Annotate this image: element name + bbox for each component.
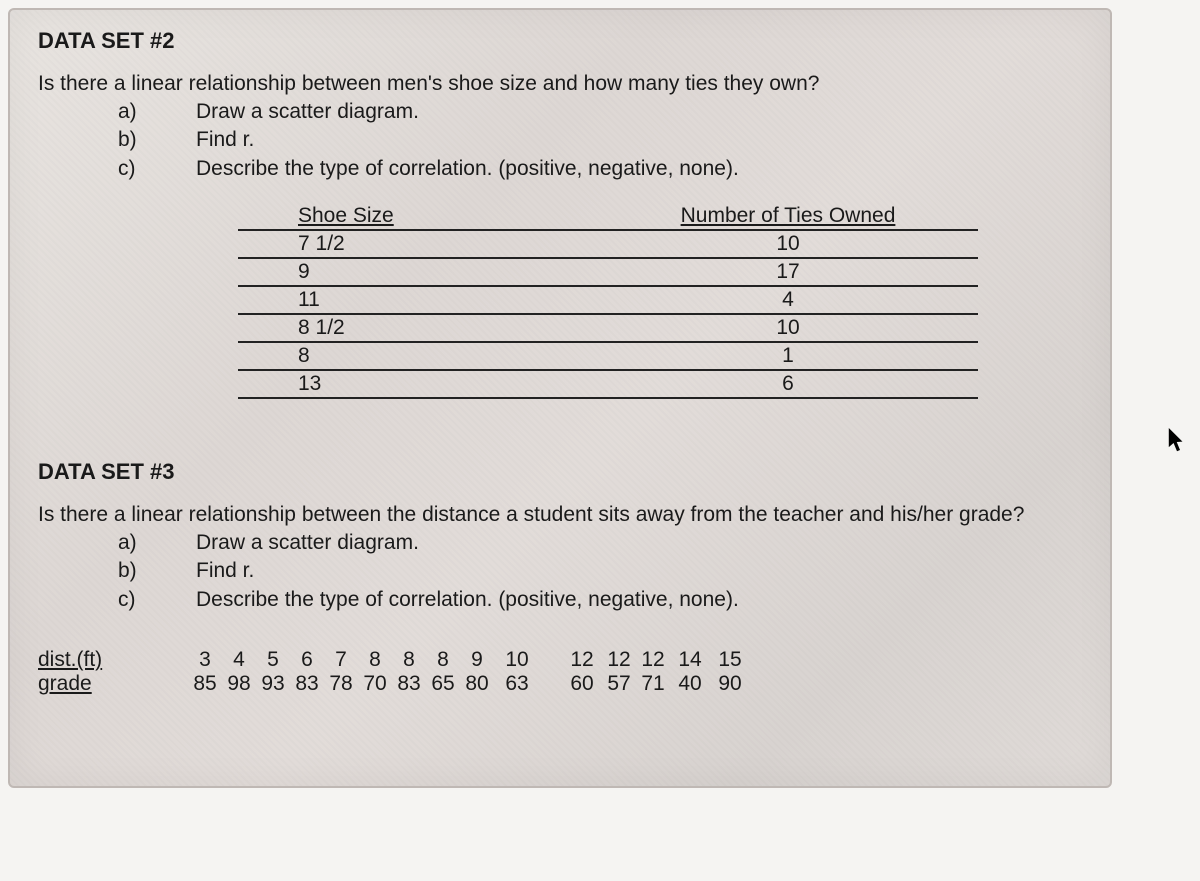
cell-shoe-size: 8 1/2 <box>238 315 598 341</box>
dataset2-subitems: a) Draw a scatter diagram. b) Find r. c)… <box>118 98 1096 183</box>
cell-ties-owned: 10 <box>598 315 978 341</box>
cell-shoe-size: 7 1/2 <box>238 231 598 257</box>
mouse-cursor-icon <box>1168 428 1186 454</box>
grade-value: 78 <box>324 672 358 696</box>
table-row: 8 1/210 <box>238 315 978 343</box>
dist-value: 9 <box>460 648 494 672</box>
table-row: 7 1/210 <box>238 231 978 259</box>
cell-shoe-size: 9 <box>238 259 598 285</box>
item-letter: b) <box>118 557 196 585</box>
cell-shoe-size: 8 <box>238 343 598 369</box>
grade-values: 859893837870836580636057714090 <box>188 672 750 696</box>
dist-value: 10 <box>494 648 540 672</box>
worksheet-page: DATA SET #2 Is there a linear relationsh… <box>8 8 1112 788</box>
table-header-row: Shoe Size Number of Ties Owned <box>238 203 978 231</box>
cell-shoe-size: 11 <box>238 287 598 313</box>
item-letter: a) <box>118 98 196 126</box>
dist-value: 4 <box>222 648 256 672</box>
item-text: Describe the type of correlation. (posit… <box>196 586 739 614</box>
item-letter: c) <box>118 155 196 183</box>
dataset3-item-c: c) Describe the type of correlation. (po… <box>118 586 1096 614</box>
table-row: 114 <box>238 287 978 315</box>
dataset2-item-c: c) Describe the type of correlation. (po… <box>118 155 1096 183</box>
cell-ties-owned: 4 <box>598 287 978 313</box>
grade-value: 70 <box>358 672 392 696</box>
grade-value: 93 <box>256 672 290 696</box>
dataset3-item-a: a) Draw a scatter diagram. <box>118 529 1096 557</box>
item-text: Find r. <box>196 557 254 585</box>
dataset2-heading: DATA SET #2 <box>38 28 1096 54</box>
dataset3-item-b: b) Find r. <box>118 557 1096 585</box>
item-letter: b) <box>118 126 196 154</box>
col1-header: Shoe Size <box>238 203 598 229</box>
dist-value: 8 <box>426 648 460 672</box>
dataset2-table: Shoe Size Number of Ties Owned 7 1/21091… <box>238 203 978 399</box>
cell-ties-owned: 6 <box>598 371 978 397</box>
grade-value: 60 <box>562 672 602 696</box>
dist-value: 12 <box>562 648 602 672</box>
dist-value: 14 <box>670 648 710 672</box>
grade-value: 90 <box>710 672 750 696</box>
grade-value: 98 <box>222 672 256 696</box>
grade-value: 80 <box>460 672 494 696</box>
grade-label: grade <box>38 672 188 696</box>
dataset2-item-b: b) Find r. <box>118 126 1096 154</box>
table-row: 136 <box>238 371 978 399</box>
dist-value: 3 <box>188 648 222 672</box>
dist-value: 8 <box>358 648 392 672</box>
dist-value: 15 <box>710 648 750 672</box>
dist-value: 8 <box>392 648 426 672</box>
dataset2-question: Is there a linear relationship between m… <box>38 72 1096 96</box>
grade-value: 83 <box>392 672 426 696</box>
dist-value: 12 <box>636 648 670 672</box>
grade-value: 71 <box>636 672 670 696</box>
cell-ties-owned: 10 <box>598 231 978 257</box>
item-letter: a) <box>118 529 196 557</box>
dist-value: 12 <box>602 648 636 672</box>
grade-value: 83 <box>290 672 324 696</box>
dist-value: 5 <box>256 648 290 672</box>
item-text: Describe the type of correlation. (posit… <box>196 155 739 183</box>
grade-value: 57 <box>602 672 636 696</box>
item-text: Draw a scatter diagram. <box>196 529 419 557</box>
dataset2-item-a: a) Draw a scatter diagram. <box>118 98 1096 126</box>
dataset3-subitems: a) Draw a scatter diagram. b) Find r. c)… <box>118 529 1096 614</box>
cell-ties-owned: 17 <box>598 259 978 285</box>
cell-shoe-size: 13 <box>238 371 598 397</box>
dist-label: dist.(ft) <box>38 648 188 672</box>
grade-value: 65 <box>426 672 460 696</box>
cell-ties-owned: 1 <box>598 343 978 369</box>
table-row: 917 <box>238 259 978 287</box>
dist-values: 345678889101212121415 <box>188 648 750 672</box>
dist-value: 6 <box>290 648 324 672</box>
dataset3-dist-row: dist.(ft) 345678889101212121415 <box>38 648 1096 672</box>
grade-value: 85 <box>188 672 222 696</box>
dataset3-grade-row: grade 859893837870836580636057714090 <box>38 672 1096 696</box>
grade-value: 40 <box>670 672 710 696</box>
dist-value: 7 <box>324 648 358 672</box>
table-row: 81 <box>238 343 978 371</box>
item-text: Draw a scatter diagram. <box>196 98 419 126</box>
dataset3-heading: DATA SET #3 <box>38 459 1096 485</box>
item-letter: c) <box>118 586 196 614</box>
dataset3-question: Is there a linear relationship between t… <box>38 503 1096 527</box>
grade-value: 63 <box>494 672 540 696</box>
item-text: Find r. <box>196 126 254 154</box>
col2-header: Number of Ties Owned <box>598 203 978 229</box>
